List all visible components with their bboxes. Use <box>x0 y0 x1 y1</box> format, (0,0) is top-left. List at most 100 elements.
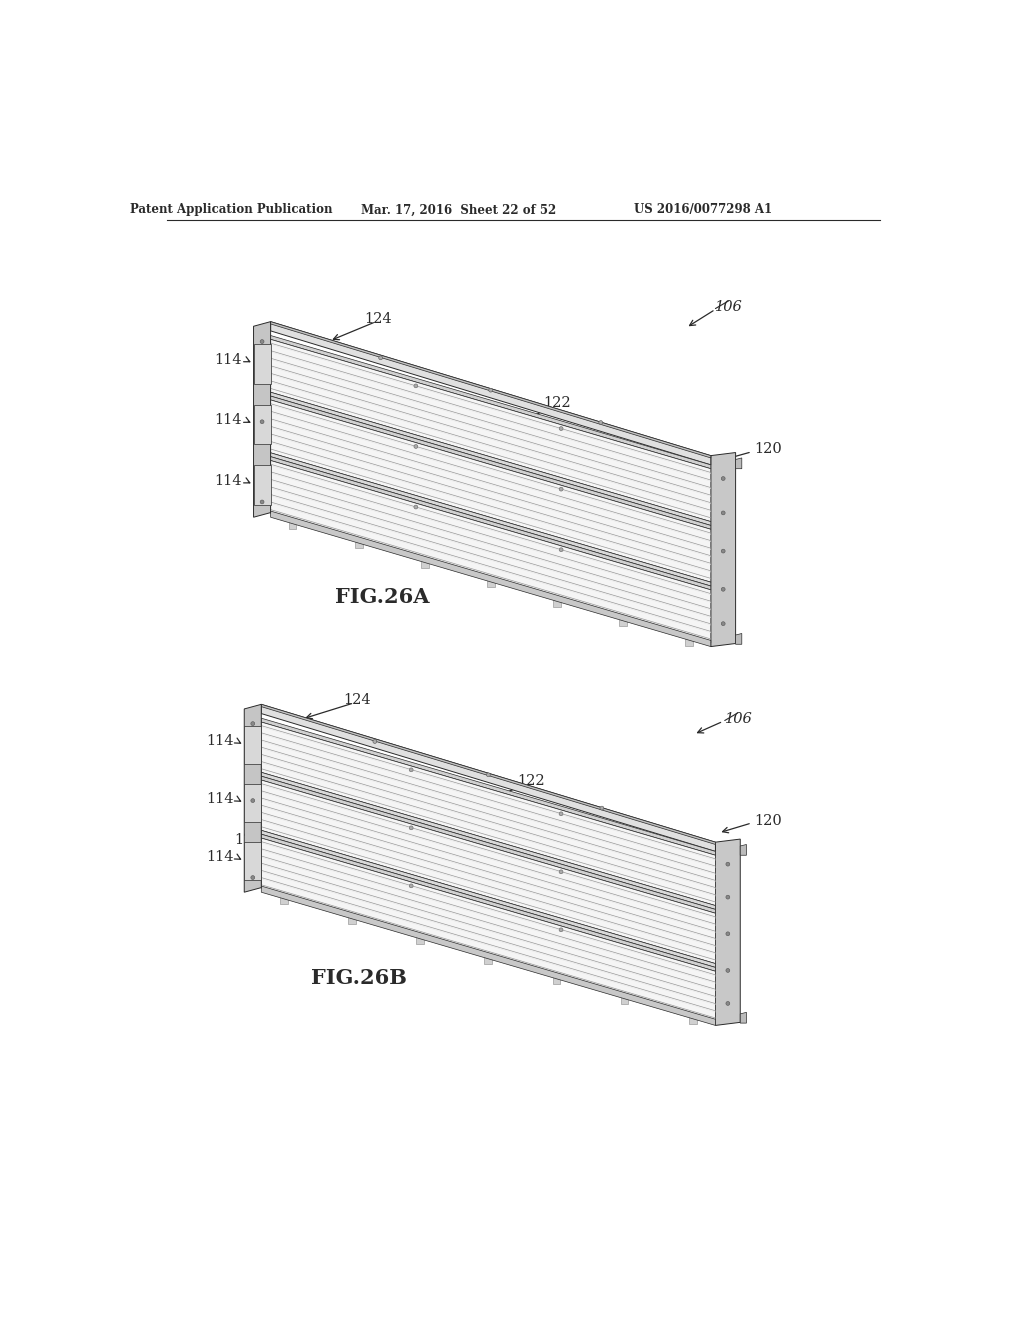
Text: FIG.26B: FIG.26B <box>311 969 407 989</box>
Text: 114: 114 <box>206 792 233 807</box>
Polygon shape <box>270 335 711 469</box>
Text: Mar. 17, 2016  Sheet 22 of 52: Mar. 17, 2016 Sheet 22 of 52 <box>361 203 557 216</box>
Text: 124: 124 <box>234 833 262 847</box>
Circle shape <box>414 384 418 388</box>
Circle shape <box>559 870 563 874</box>
Text: Patent Application Publication: Patent Application Publication <box>130 203 333 216</box>
Circle shape <box>373 739 377 743</box>
Text: 120: 120 <box>755 813 782 828</box>
Polygon shape <box>711 453 735 647</box>
Text: 114: 114 <box>214 413 242 428</box>
Text: 114: 114 <box>206 734 233 748</box>
Text: 124: 124 <box>365 312 392 326</box>
Polygon shape <box>270 339 711 521</box>
Polygon shape <box>245 705 261 892</box>
Polygon shape <box>716 840 740 1026</box>
Circle shape <box>488 388 493 392</box>
Circle shape <box>260 339 264 343</box>
Polygon shape <box>553 599 560 607</box>
Circle shape <box>599 421 603 425</box>
Text: 122: 122 <box>411 502 438 516</box>
Polygon shape <box>484 957 493 964</box>
Circle shape <box>486 774 490 776</box>
Polygon shape <box>289 523 297 529</box>
Polygon shape <box>254 465 270 504</box>
Polygon shape <box>254 345 270 384</box>
Polygon shape <box>261 722 716 906</box>
Text: 114: 114 <box>214 474 242 488</box>
Circle shape <box>414 445 418 449</box>
Polygon shape <box>261 705 716 845</box>
Circle shape <box>721 622 725 626</box>
Text: 122: 122 <box>543 396 570 411</box>
Text: 120: 120 <box>548 552 575 566</box>
Polygon shape <box>270 322 711 465</box>
Polygon shape <box>270 392 711 525</box>
Text: 124: 124 <box>322 463 349 478</box>
Circle shape <box>251 722 255 726</box>
Polygon shape <box>740 1012 746 1023</box>
Polygon shape <box>270 511 711 647</box>
Polygon shape <box>417 937 424 944</box>
Circle shape <box>260 420 264 424</box>
Polygon shape <box>261 705 716 851</box>
Polygon shape <box>245 842 261 880</box>
Polygon shape <box>735 634 741 644</box>
Polygon shape <box>254 322 270 517</box>
Text: 114: 114 <box>214 352 242 367</box>
Circle shape <box>410 768 413 772</box>
Polygon shape <box>735 458 741 469</box>
Circle shape <box>721 477 725 480</box>
Circle shape <box>721 549 725 553</box>
Polygon shape <box>245 726 261 764</box>
Circle shape <box>721 511 725 515</box>
Text: 122: 122 <box>422 883 450 896</box>
Circle shape <box>721 587 725 591</box>
Circle shape <box>726 862 730 866</box>
Polygon shape <box>254 405 270 445</box>
Circle shape <box>414 506 418 510</box>
Circle shape <box>559 487 563 491</box>
Polygon shape <box>270 396 711 529</box>
Circle shape <box>410 884 413 888</box>
Polygon shape <box>261 834 716 972</box>
Text: FIG.26A: FIG.26A <box>335 587 429 607</box>
Polygon shape <box>421 561 429 568</box>
Polygon shape <box>261 838 716 1022</box>
Text: 106: 106 <box>725 711 753 726</box>
Polygon shape <box>270 400 711 582</box>
Circle shape <box>726 1002 730 1006</box>
Circle shape <box>410 826 413 830</box>
Text: US 2016/0077298 A1: US 2016/0077298 A1 <box>634 203 772 216</box>
Polygon shape <box>261 830 716 968</box>
Polygon shape <box>618 619 627 626</box>
Polygon shape <box>270 457 711 590</box>
Polygon shape <box>270 453 711 586</box>
Polygon shape <box>621 997 629 1005</box>
Circle shape <box>559 928 563 932</box>
Polygon shape <box>354 541 362 549</box>
Circle shape <box>251 875 255 879</box>
Circle shape <box>559 548 563 552</box>
Polygon shape <box>685 639 692 645</box>
Circle shape <box>379 356 383 360</box>
Polygon shape <box>270 461 711 643</box>
Polygon shape <box>261 780 716 964</box>
Circle shape <box>559 812 563 816</box>
Text: 114: 114 <box>206 850 233 865</box>
Polygon shape <box>553 977 560 985</box>
Text: 124: 124 <box>343 693 371 706</box>
Circle shape <box>260 500 264 504</box>
Text: 122: 122 <box>517 774 545 788</box>
Polygon shape <box>281 898 288 904</box>
Circle shape <box>600 807 604 810</box>
Circle shape <box>559 426 563 430</box>
Polygon shape <box>261 772 716 909</box>
Polygon shape <box>348 917 356 924</box>
Circle shape <box>726 895 730 899</box>
Circle shape <box>726 932 730 936</box>
Polygon shape <box>270 322 711 458</box>
Circle shape <box>251 799 255 803</box>
Circle shape <box>726 969 730 973</box>
Polygon shape <box>261 718 716 855</box>
